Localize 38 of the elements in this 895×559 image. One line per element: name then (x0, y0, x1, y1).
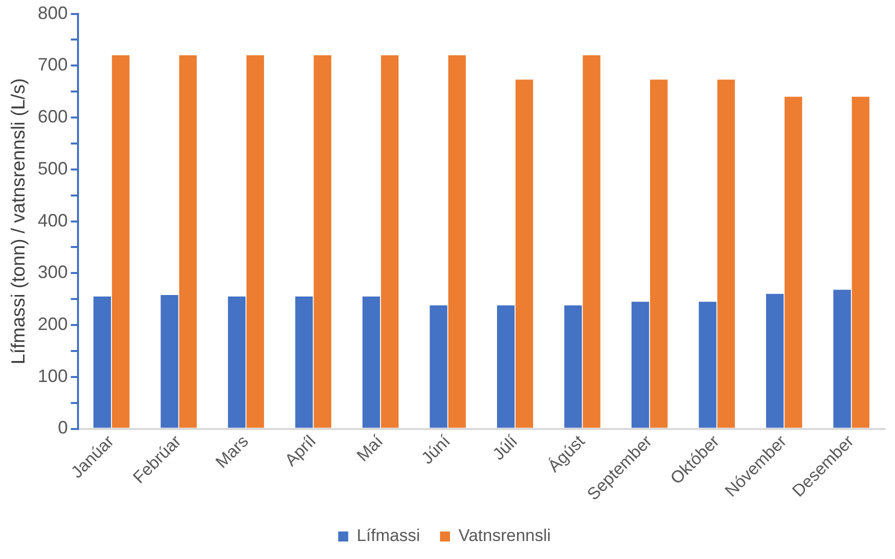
bar (112, 55, 130, 428)
bar (93, 296, 111, 428)
bar (295, 296, 313, 428)
legend-label: Lífmassi (356, 526, 420, 546)
x-tick-label: Júlí (489, 432, 522, 464)
legend-label: Vatnsrennsli (458, 526, 551, 546)
bar (852, 96, 870, 428)
bar (448, 55, 466, 428)
bar (717, 80, 735, 428)
y-tick-label: 0 (58, 418, 68, 438)
x-tick-label: Maí (353, 432, 387, 466)
bar (650, 80, 668, 428)
y-tick-label: 200 (38, 314, 68, 334)
bar (380, 55, 399, 428)
bar (179, 55, 197, 428)
y-tick-label: 700 (38, 54, 68, 75)
bar (497, 305, 515, 428)
bar (362, 296, 380, 428)
bar (314, 55, 332, 428)
bar (766, 294, 784, 428)
bar (516, 80, 534, 428)
bar (698, 302, 716, 428)
y-tick-label: 500 (38, 158, 68, 178)
bar (246, 55, 264, 428)
y-axis-title: Lífmassi (tonn) / vatnsrennsli (L/s) (8, 78, 30, 364)
bar (160, 294, 178, 428)
bar (632, 302, 650, 428)
bar (833, 290, 851, 428)
y-tick-label: 600 (38, 106, 68, 127)
y-tick-label: 800 (38, 2, 68, 23)
bar (228, 296, 246, 428)
y-tick-label: 400 (38, 210, 68, 230)
bar (784, 96, 802, 428)
y-tick-label: 300 (38, 262, 68, 282)
bar (582, 55, 600, 428)
y-tick-label: 100 (38, 366, 68, 386)
bar (564, 305, 582, 428)
bar (430, 305, 448, 428)
